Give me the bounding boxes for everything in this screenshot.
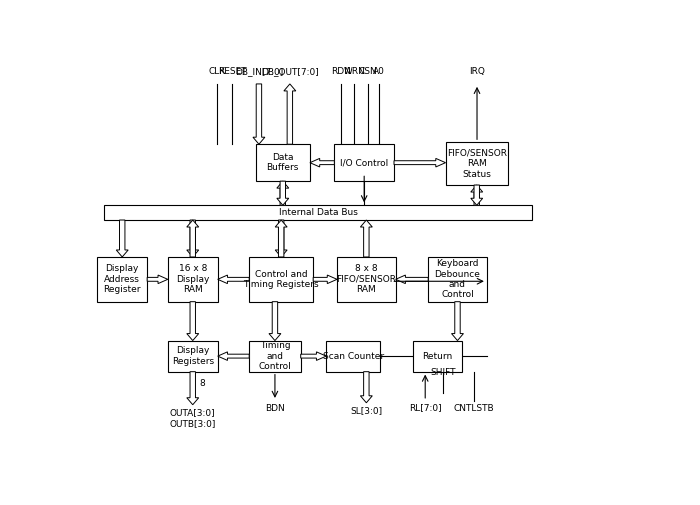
FancyArrow shape — [276, 181, 289, 205]
Text: 8 x 8
FIFO/SENSOR
RAM: 8 x 8 FIFO/SENSOR RAM — [336, 265, 396, 294]
FancyArrow shape — [310, 159, 335, 167]
Text: Display
Registers: Display Registers — [172, 346, 214, 366]
Text: SL[3:0]: SL[3:0] — [350, 406, 382, 415]
FancyArrow shape — [360, 372, 372, 403]
FancyArrow shape — [471, 185, 483, 205]
Bar — [104, 205, 533, 220]
Bar — [335, 144, 394, 181]
Bar — [249, 340, 301, 372]
Bar — [337, 257, 395, 301]
FancyArrow shape — [187, 372, 199, 405]
Text: DB_IN[7:0]: DB_IN[7:0] — [234, 67, 283, 76]
Text: Internal Data Bus: Internal Data Bus — [279, 208, 358, 217]
FancyArrow shape — [187, 301, 199, 340]
FancyArrow shape — [452, 301, 463, 340]
Text: DB_OUT[7:0]: DB_OUT[7:0] — [261, 67, 319, 76]
Text: RESET: RESET — [218, 67, 246, 76]
Bar — [428, 257, 486, 301]
Text: FIFO/SENSOR
RAM
Status: FIFO/SENSOR RAM Status — [447, 149, 507, 179]
Text: RDN: RDN — [331, 67, 351, 76]
FancyArrow shape — [275, 220, 287, 257]
FancyArrow shape — [253, 84, 265, 144]
Bar — [256, 144, 310, 181]
FancyArrow shape — [276, 181, 289, 205]
FancyArrow shape — [394, 159, 446, 167]
FancyArrow shape — [284, 84, 296, 144]
Bar — [413, 340, 462, 372]
Bar — [168, 257, 218, 301]
FancyArrow shape — [360, 220, 372, 257]
Text: Scan Counter: Scan Counter — [323, 351, 384, 361]
Text: 8: 8 — [199, 379, 205, 388]
Text: Keyboard
Debounce
and
Control: Keyboard Debounce and Control — [435, 259, 480, 299]
FancyArrow shape — [116, 220, 128, 257]
FancyArrow shape — [471, 185, 483, 205]
Text: WRN: WRN — [344, 67, 365, 76]
Text: SHIFT: SHIFT — [430, 368, 456, 377]
FancyArrow shape — [187, 220, 199, 257]
FancyArrow shape — [275, 220, 287, 257]
Text: CNTLSTB: CNTLSTB — [454, 403, 494, 413]
Text: BDN: BDN — [265, 403, 285, 413]
Bar — [168, 340, 218, 372]
FancyArrow shape — [313, 275, 337, 284]
Text: IRQ: IRQ — [469, 67, 485, 76]
Text: Data
Buffers: Data Buffers — [267, 153, 299, 172]
Text: Timing
and
Control: Timing and Control — [258, 341, 291, 371]
FancyArrow shape — [218, 275, 249, 284]
FancyArrow shape — [269, 301, 281, 340]
Bar — [97, 257, 147, 301]
FancyArrow shape — [187, 220, 199, 257]
FancyArrow shape — [218, 352, 249, 361]
Text: Return: Return — [422, 351, 452, 361]
Bar — [446, 142, 508, 185]
Bar — [326, 340, 381, 372]
Text: A0: A0 — [373, 67, 385, 76]
Text: 16 x 8
Display
RAM: 16 x 8 Display RAM — [176, 265, 209, 294]
FancyArrow shape — [395, 275, 428, 284]
FancyArrow shape — [147, 275, 168, 284]
Text: RL[7:0]: RL[7:0] — [409, 403, 442, 413]
Bar — [249, 257, 313, 301]
Text: I/O Control: I/O Control — [340, 158, 388, 167]
Text: CSN: CSN — [358, 67, 377, 76]
FancyArrow shape — [301, 352, 326, 361]
Text: OUTA[3:0]
OUTB[3:0]: OUTA[3:0] OUTB[3:0] — [169, 409, 216, 428]
Text: Control and
Timing Registers: Control and Timing Registers — [244, 270, 319, 289]
Text: CLK: CLK — [208, 67, 225, 76]
Text: Display
Address
Register: Display Address Register — [104, 265, 141, 294]
